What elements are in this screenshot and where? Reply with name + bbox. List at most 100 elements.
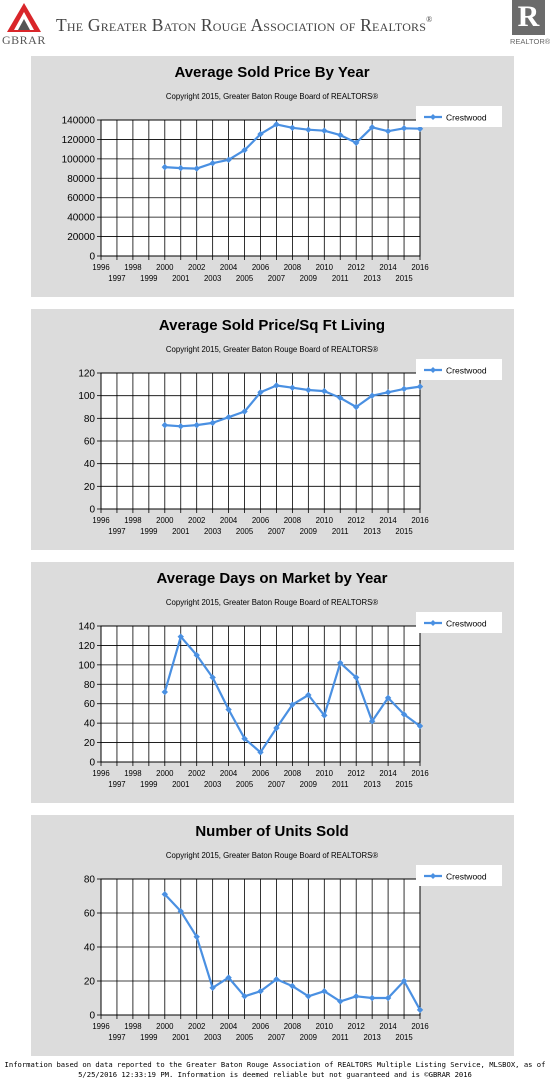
x-tick-label: 2010 [316, 1022, 334, 1031]
x-tick-label: 2008 [284, 263, 301, 272]
x-tick-label: 2007 [268, 1033, 285, 1042]
legend-label: Crestwood [446, 366, 487, 376]
chart-title: Average Sold Price/Sq Ft Living [159, 317, 385, 334]
data-point [209, 160, 216, 167]
data-point [225, 156, 232, 164]
x-tick-label: 2001 [172, 780, 189, 789]
y-tick-label: 100000 [62, 154, 96, 165]
legend: Crestwood [416, 106, 502, 127]
y-tick-label: 0 [89, 505, 95, 516]
data-point [241, 146, 248, 154]
data-point [353, 403, 360, 411]
chart-subtitle: Copyright 2015, Greater Baton Rouge Boar… [166, 598, 378, 607]
x-tick-label: 1998 [124, 769, 141, 778]
y-tick-label: 140 [78, 622, 95, 633]
legend-box [416, 359, 502, 380]
data-point [321, 127, 328, 134]
realtor-logo: R REALTOR® [508, 0, 550, 48]
association-title: The Greater Baton Rouge Association of R… [56, 15, 432, 36]
page-header: GBRAR The Greater Baton Rouge Associatio… [0, 0, 550, 50]
x-tick-label: 2012 [348, 1022, 365, 1031]
x-tick-label: 2014 [379, 769, 397, 778]
x-tick-label: 2014 [379, 263, 397, 272]
y-tick-label: 140000 [62, 116, 96, 127]
realtor-logo-label: REALTOR® [510, 37, 550, 46]
chart-subtitle: Copyright 2015, Greater Baton Rouge Boar… [166, 345, 378, 354]
disclaimer-footer: Information based on data reported to th… [0, 1060, 550, 1080]
data-point [368, 392, 376, 399]
x-tick-label: 2012 [348, 516, 365, 525]
x-tick-label: 1997 [108, 1033, 125, 1042]
y-tick-label: 40 [84, 943, 96, 954]
data-point [225, 414, 232, 421]
x-tick-label: 2002 [188, 516, 205, 525]
legend-label: Crestwood [446, 872, 487, 882]
data-point [177, 423, 184, 430]
y-tick-label: 20 [84, 482, 96, 493]
x-tick-label: 1997 [108, 527, 125, 536]
x-tick-label: 2013 [363, 1033, 380, 1042]
x-tick-label: 2001 [172, 1033, 189, 1042]
y-tick-label: 0 [89, 252, 95, 263]
y-tick-label: 80 [84, 414, 96, 425]
x-tick-label: 1999 [140, 274, 157, 283]
data-point [305, 691, 312, 699]
x-tick-label: 2011 [332, 274, 349, 283]
x-tick-label: 2004 [220, 263, 238, 272]
x-tick-label: 2001 [172, 274, 189, 283]
data-point [241, 408, 248, 415]
x-tick-label: 2000 [156, 516, 174, 525]
y-tick-label: 60 [84, 437, 96, 448]
x-tick-label: 2010 [316, 769, 334, 778]
data-point [273, 724, 280, 732]
data-point [337, 131, 344, 139]
legend-marker [430, 620, 436, 626]
data-point [257, 130, 264, 138]
disclaimer-line-2: 5/25/2016 12:33:19 PM. Information is de… [78, 1070, 472, 1079]
x-tick-label: 1997 [108, 780, 125, 789]
x-tick-label: 2006 [252, 769, 269, 778]
data-point [305, 386, 312, 394]
x-tick-label: 2005 [236, 1033, 254, 1042]
x-tick-label: 2003 [204, 527, 221, 536]
y-tick-label: 120 [78, 641, 95, 652]
x-tick-label: 2000 [156, 769, 174, 778]
x-tick-label: 1996 [92, 1022, 109, 1031]
data-point [416, 125, 424, 132]
data-point [193, 165, 200, 172]
x-tick-label: 2015 [395, 274, 413, 283]
x-tick-label: 2000 [156, 1022, 174, 1031]
legend-marker [430, 114, 436, 120]
data-point [400, 977, 408, 985]
x-tick-label: 2004 [220, 769, 238, 778]
x-tick-label: 2009 [300, 1033, 317, 1042]
x-tick-label: 2008 [284, 1022, 301, 1031]
gbrar-logo-text: GBRAR [2, 33, 46, 47]
x-tick-label: 2016 [411, 769, 428, 778]
data-point [353, 139, 360, 147]
data-point [209, 419, 216, 427]
x-tick-label: 2008 [284, 516, 301, 525]
data-point [368, 124, 376, 131]
house-icon [7, 3, 41, 32]
x-tick-label: 2015 [395, 527, 413, 536]
y-tick-label: 120000 [62, 135, 96, 146]
x-tick-label: 2013 [363, 274, 380, 283]
x-tick-label: 2005 [236, 527, 254, 536]
legend: Crestwood [416, 865, 502, 886]
x-tick-label: 2007 [268, 274, 285, 283]
data-point [416, 722, 424, 730]
registered-mark: ® [426, 15, 433, 24]
x-tick-label: 2007 [268, 527, 285, 536]
data-point [384, 994, 392, 1002]
data-point [193, 421, 200, 429]
x-tick-label: 2000 [156, 263, 174, 272]
chart-panel-days-on-market: Average Days on Market by Year Copyright … [31, 562, 514, 803]
y-tick-label: 60 [84, 699, 96, 710]
x-tick-label: 1996 [92, 263, 109, 272]
x-tick-label: 2005 [236, 274, 254, 283]
data-point [161, 688, 168, 696]
legend-box [416, 106, 502, 127]
x-tick-label: 2003 [204, 780, 221, 789]
x-tick-label: 2011 [332, 780, 349, 789]
